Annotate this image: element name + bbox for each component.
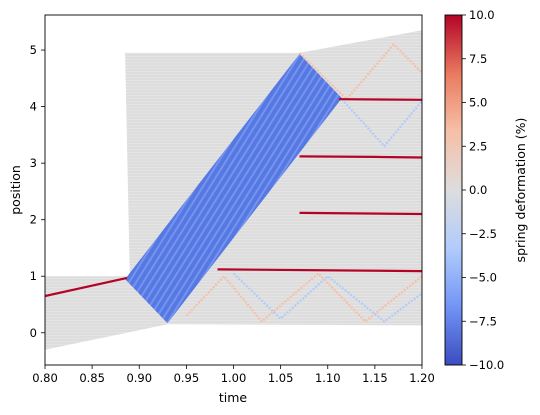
colorbar-tick-label-6: 5.0 [469,96,487,110]
reflection-waves [185,42,422,324]
x-tick-label-6: 1.10 [315,371,341,385]
colorbar-tick-label-5: 2.5 [469,139,487,153]
red-line-4 [339,98,422,101]
x-tick-label-4: 1.00 [221,371,247,385]
colorbar-tick-label-8: 10.0 [469,8,495,22]
reflection-wave-1 [341,98,422,148]
x-tick-label-5: 1.05 [268,371,294,385]
y-axis-ticks: 0 1 2 3 4 5 [30,43,45,340]
colorbar-tick-label-7: 7.5 [469,52,487,66]
colorbar-tick-label-0: −10.0 [469,358,504,372]
colorbar-tick-label-3: −2.5 [469,227,497,241]
colorbar [444,14,463,366]
colorbar-label: spring deformation (%) [513,118,528,263]
plot-area [45,30,422,350]
reflection-wave-0 [298,42,422,101]
x-tick-label-7: 1.15 [362,371,388,385]
compression-band [125,54,342,324]
red-line-1 [217,268,422,273]
reflection-wave-3 [232,272,422,323]
colorbar-tick-label-4: 0.0 [469,183,487,197]
x-tick-label-0: 0.80 [32,371,58,385]
y-tick-label-4: 4 [30,100,37,114]
red-line-2 [299,211,422,216]
y-tick-label-1: 1 [30,269,37,283]
colorbar-ticks: −10.0 −7.5 −5.0 −2.5 0.0 2.5 5.0 7.5 10.0 [462,8,504,372]
x-tick-label-1: 0.85 [79,371,105,385]
x-tick-label-8: 1.20 [409,371,435,385]
y-tick-label-5: 5 [30,43,37,57]
y-axis-label: position [8,165,23,215]
red-line-3 [299,155,422,159]
y-tick-label-0: 0 [30,326,37,340]
y-tick-label-3: 3 [30,156,37,170]
x-tick-label-3: 0.95 [174,371,200,385]
x-axis-ticks: 0.80 0.85 0.90 0.95 1.00 1.05 1.10 1.15 1.20 [32,365,435,385]
colorbar-tick-label-1: −7.5 [469,314,497,328]
x-axis-label: time [219,390,248,405]
red-line-0 [45,276,128,298]
y-tick-label-2: 2 [30,213,37,227]
colorbar-tick-label-2: −5.0 [469,271,497,285]
x-tick-label-2: 0.90 [126,371,152,385]
red-lines [45,98,422,298]
